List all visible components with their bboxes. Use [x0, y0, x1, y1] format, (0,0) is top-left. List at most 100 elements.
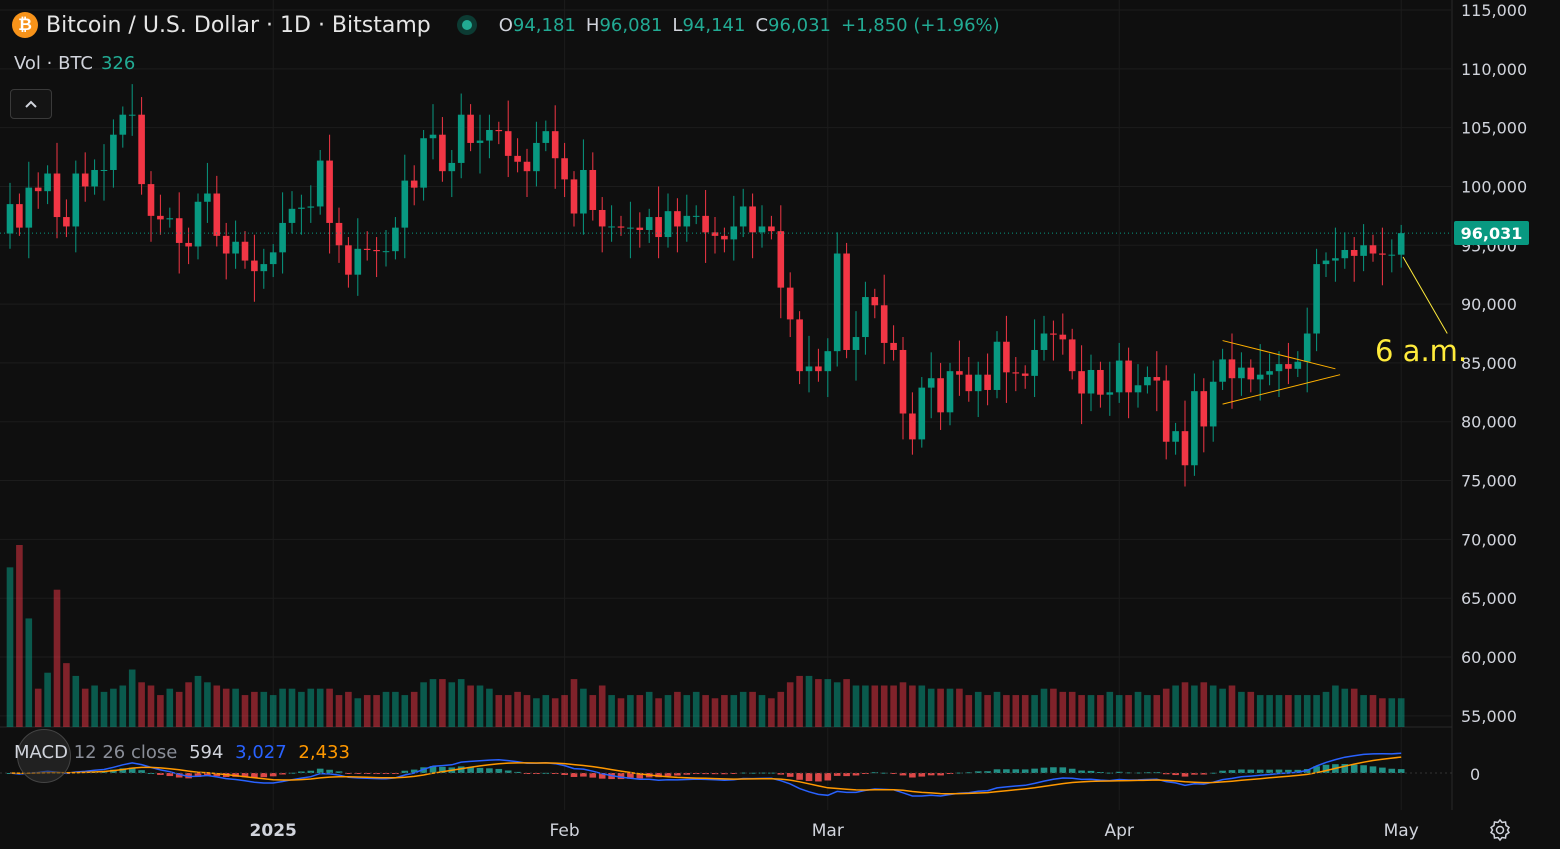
candle-body	[993, 341, 1001, 390]
volume-bar	[439, 679, 446, 727]
change-value: +1,850 (+1.96%)	[841, 14, 1000, 36]
macd-histogram-bar	[815, 773, 822, 782]
volume-bar	[946, 688, 954, 727]
macd-histogram-bar	[1050, 767, 1057, 773]
volume-bar	[551, 698, 559, 727]
volume-bar	[1200, 682, 1208, 727]
time-axis[interactable]: 2025 Feb Mar Apr May	[250, 821, 1419, 841]
macd-pane-handle[interactable]	[17, 729, 71, 783]
volume-bar	[213, 685, 221, 727]
macd-histogram-bar	[476, 767, 484, 773]
volume-bar	[749, 691, 756, 727]
macd-histogram-bar	[627, 773, 634, 779]
volume-legend[interactable]: Vol · BTC 326	[14, 53, 135, 74]
candle-body	[946, 371, 954, 413]
collapse-legend-button[interactable]	[10, 89, 52, 119]
macd-histogram-bar	[580, 773, 587, 777]
settings-gear-icon[interactable]	[1488, 818, 1512, 842]
volume-bar	[899, 682, 907, 727]
drawings[interactable]	[1222, 256, 1448, 405]
candle-body	[711, 232, 719, 236]
candle-body	[833, 253, 841, 352]
macd-legend[interactable]: MACD 12 26 close 594 3,027 2,433	[14, 742, 350, 763]
volume-bar	[721, 695, 728, 727]
volume-bar	[1078, 695, 1085, 727]
volume-bar	[890, 685, 897, 727]
volume-value: 326	[100, 53, 136, 74]
macd-histogram-bar	[363, 773, 371, 774]
candle-body	[1068, 339, 1076, 372]
macd-histogram-bar	[204, 773, 211, 776]
candle-body	[909, 413, 916, 440]
volume-bar	[711, 698, 719, 727]
volume-bar	[1350, 688, 1358, 727]
macd-histogram-bar	[298, 771, 305, 773]
macd-histogram-bar	[420, 767, 427, 773]
macd-histogram-bar	[486, 768, 493, 773]
candle-body	[580, 169, 587, 214]
volume-bar	[909, 685, 916, 727]
candle-body	[420, 138, 427, 188]
macd-name: MACD	[14, 742, 68, 763]
macd-params: 12 26 close	[73, 742, 178, 763]
macd-histogram-bar	[1087, 770, 1095, 773]
candle-body	[514, 155, 521, 162]
volume-bar	[91, 685, 98, 727]
volume-bar	[119, 685, 127, 727]
volume-bar	[138, 682, 145, 727]
macd-histogram-bar	[683, 773, 691, 775]
candle-body	[382, 251, 390, 253]
candle-body	[570, 179, 578, 214]
candle-body	[739, 206, 747, 227]
candle-body	[843, 253, 850, 350]
candle-body	[34, 187, 42, 192]
volume-bar	[1068, 691, 1076, 727]
price-axis[interactable]: 115,000110,000105,000100,00095,00090,000…	[1461, 1, 1527, 784]
candle-body	[1059, 334, 1067, 340]
volume-bar	[871, 685, 879, 727]
volume-bar	[1125, 695, 1132, 727]
candle-body	[335, 222, 343, 246]
macd-histogram-bar	[918, 773, 926, 777]
candle-body	[439, 134, 446, 172]
annotation-text[interactable]: 6 a.m.	[1375, 334, 1468, 368]
candle-body	[354, 248, 362, 275]
macd-histogram-bar	[1256, 769, 1264, 773]
macd-histogram-bar	[993, 769, 1001, 773]
candle-body	[1003, 341, 1010, 373]
volume-bar	[53, 589, 61, 727]
macd-histogram-bar	[805, 773, 813, 782]
candle-body	[91, 169, 98, 187]
macd-histogram-bar	[260, 773, 268, 778]
market-status-icon[interactable]	[456, 15, 477, 35]
candle-body	[683, 215, 691, 227]
macd-histogram-bar	[1360, 765, 1367, 773]
volume-bar	[589, 695, 597, 727]
macd-histogram-bar	[598, 773, 606, 779]
candle-body	[1266, 371, 1273, 375]
macd-histogram-bar	[1228, 770, 1236, 773]
candle-body	[81, 173, 89, 187]
macd-histogram-bar	[157, 773, 164, 775]
macd-histogram-bar	[307, 770, 315, 773]
volume-bar	[1275, 695, 1283, 727]
volume-bar	[956, 688, 963, 727]
symbol-title[interactable]: Bitcoin / U.S. Dollar · 1D · Bitstamp	[46, 12, 431, 38]
candle-body	[927, 378, 935, 388]
macd-histogram-bar	[833, 773, 841, 776]
candle-body	[1078, 371, 1085, 394]
macd-histogram-bar	[1031, 768, 1038, 773]
volume-bar	[1360, 695, 1367, 727]
volume-bar	[241, 695, 249, 727]
volume-bar	[974, 691, 982, 727]
candle-body	[1209, 381, 1217, 427]
volume-bar	[1021, 695, 1029, 727]
volume-bar	[862, 685, 869, 727]
volume-bar	[316, 688, 324, 727]
candle-body	[63, 217, 70, 227]
volume-bar	[1313, 695, 1320, 727]
macd-pane	[0, 752, 1452, 797]
volume-bar	[335, 695, 343, 727]
volume-bar	[1087, 695, 1095, 727]
